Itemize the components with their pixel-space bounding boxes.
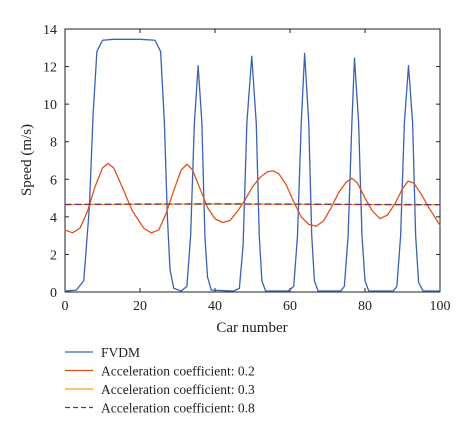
legend-label-2: Acceleration coefficient: 0.2 [101,364,255,379]
x-tick-label: 100 [430,299,451,314]
y-axis-label: Speed (m/s) [19,124,35,196]
y-tick-label: 2 [50,248,57,263]
x-tick-label: 0 [62,299,69,314]
y-tick-label: 14 [43,23,57,38]
x-tick-label: 40 [208,299,222,314]
x-tick-label: 80 [358,299,372,314]
y-tick-label: 6 [50,173,57,188]
legend: FVDM Acceleration coefficient: 0.2 Acceler… [65,345,255,416]
series-line-2 [64,162,441,234]
x-tick-label: 20 [133,299,147,314]
y-tick-label: 4 [50,211,57,226]
series-line-1 [64,38,441,292]
y-tick-label: 0 [50,286,57,301]
y-tick-label: 8 [50,136,57,151]
series-line-4 [64,203,441,206]
legend-label-1: FVDM [101,345,140,360]
x-tick-label: 60 [283,299,297,314]
y-tick-label: 12 [43,61,57,76]
x-axis-label: Car number [216,320,287,336]
axis-ticks: 0 20 40 60 80 100 0 2 4 6 8 10 12 14 [43,23,451,314]
legend-label-4: Acceleration coefficient: 0.8 [101,401,255,416]
legend-label-3: Acceleration coefficient: 0.3 [101,382,255,397]
series-layer [64,38,441,292]
y-tick-label: 10 [43,98,57,113]
